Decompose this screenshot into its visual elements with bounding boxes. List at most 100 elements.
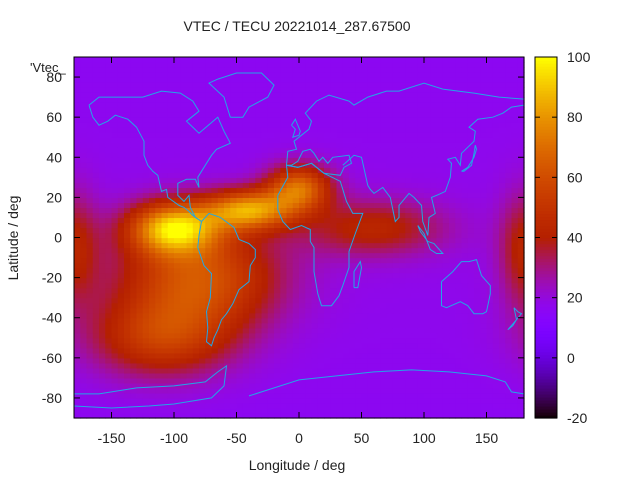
heatmap-cell (417, 72, 425, 78)
heatmap-cell (305, 212, 313, 219)
heatmap-cell (192, 112, 200, 118)
heatmap-cell (105, 127, 113, 133)
heatmap-cell (174, 72, 181, 78)
heatmap-cell (386, 232, 394, 239)
heatmap-cell (105, 202, 113, 209)
heatmap-cell (336, 412, 344, 419)
heatmap-cell (74, 182, 81, 188)
heatmap-cell (417, 197, 425, 203)
heatmap-cell (242, 402, 250, 409)
heatmap-cell (236, 177, 244, 183)
heatmap-cell (86, 407, 94, 414)
heatmap-cell (155, 342, 163, 349)
heatmap-cell (511, 132, 519, 138)
heatmap-cell (349, 357, 356, 364)
heatmap-cell (180, 97, 188, 103)
heatmap-cell (330, 217, 338, 224)
heatmap-cell (336, 322, 344, 329)
heatmap-cell (236, 257, 244, 264)
heatmap-cell (355, 92, 363, 98)
heatmap-cell (124, 287, 131, 294)
heatmap-cell (286, 392, 294, 399)
heatmap-cell (374, 77, 381, 83)
heatmap-cell (286, 337, 294, 344)
heatmap-cell (455, 357, 463, 364)
heatmap-cell (461, 232, 469, 239)
heatmap-cell (180, 77, 188, 83)
heatmap-cell (424, 372, 431, 379)
heatmap-cell (292, 387, 300, 394)
heatmap-cell (242, 397, 250, 404)
heatmap-cell (205, 252, 213, 259)
heatmap-cell (86, 252, 94, 259)
heatmap-cell (192, 387, 200, 394)
heatmap-cell (136, 192, 144, 198)
heatmap-cell (480, 142, 488, 148)
heatmap-cell (311, 307, 319, 314)
heatmap-cell (486, 247, 494, 254)
heatmap-cell (155, 277, 163, 284)
heatmap-cell (461, 277, 469, 284)
heatmap-cell (474, 132, 481, 138)
heatmap-cell (80, 372, 88, 379)
heatmap-cell (286, 192, 294, 198)
heatmap-cell (442, 182, 450, 188)
heatmap-cell (455, 222, 463, 229)
heatmap-cell (105, 397, 113, 404)
heatmap-cell (505, 402, 513, 409)
heatmap-cell (236, 397, 244, 404)
heatmap-cell (242, 392, 250, 399)
heatmap-cell (99, 112, 106, 118)
heatmap-cell (511, 232, 519, 239)
heatmap-cell (480, 77, 488, 83)
heatmap-cell (242, 127, 250, 133)
heatmap-cell (480, 162, 488, 168)
heatmap-cell (261, 372, 269, 379)
heatmap-cell (405, 217, 413, 224)
heatmap-cell (317, 312, 325, 319)
heatmap-cell (355, 342, 363, 349)
heatmap-cell (405, 402, 413, 409)
heatmap-cell (205, 377, 213, 384)
heatmap-cell (286, 402, 294, 409)
heatmap-cell (480, 392, 488, 399)
heatmap-cell (455, 362, 463, 369)
heatmap-cell (442, 367, 450, 374)
heatmap-cell (117, 267, 125, 274)
heatmap-cell (267, 367, 275, 374)
heatmap-cell (474, 252, 481, 259)
heatmap-cell (292, 222, 300, 229)
heatmap-cell (86, 202, 94, 209)
heatmap-cell (205, 392, 213, 399)
heatmap-cell (336, 282, 344, 289)
heatmap-cell (205, 202, 213, 209)
heatmap-cell (80, 317, 88, 324)
heatmap-cell (286, 317, 294, 324)
heatmap-cell (511, 102, 519, 108)
heatmap-cell (217, 147, 225, 153)
heatmap-cell (124, 262, 131, 269)
heatmap-cell (317, 82, 325, 88)
heatmap-cell (430, 197, 438, 203)
heatmap-cell (105, 67, 113, 73)
heatmap-cell (261, 122, 269, 128)
heatmap-cell (355, 377, 363, 384)
heatmap-cell (292, 327, 300, 334)
heatmap-cell (442, 397, 450, 404)
heatmap-cell (430, 242, 438, 249)
heatmap-cell (142, 187, 150, 193)
heatmap-cell (199, 92, 206, 98)
heatmap-cell (342, 112, 350, 118)
heatmap-cell (99, 227, 106, 234)
heatmap-cell (355, 362, 363, 369)
heatmap-cell (474, 237, 481, 244)
heatmap-cell (117, 67, 125, 73)
heatmap-cell (317, 167, 325, 173)
heatmap-cell (211, 187, 219, 193)
heatmap-cell (261, 257, 269, 264)
heatmap-cell (505, 172, 513, 178)
heatmap-cell (224, 367, 231, 374)
heatmap-cell (142, 267, 150, 274)
heatmap-cell (374, 387, 381, 394)
heatmap-cell (286, 357, 294, 364)
